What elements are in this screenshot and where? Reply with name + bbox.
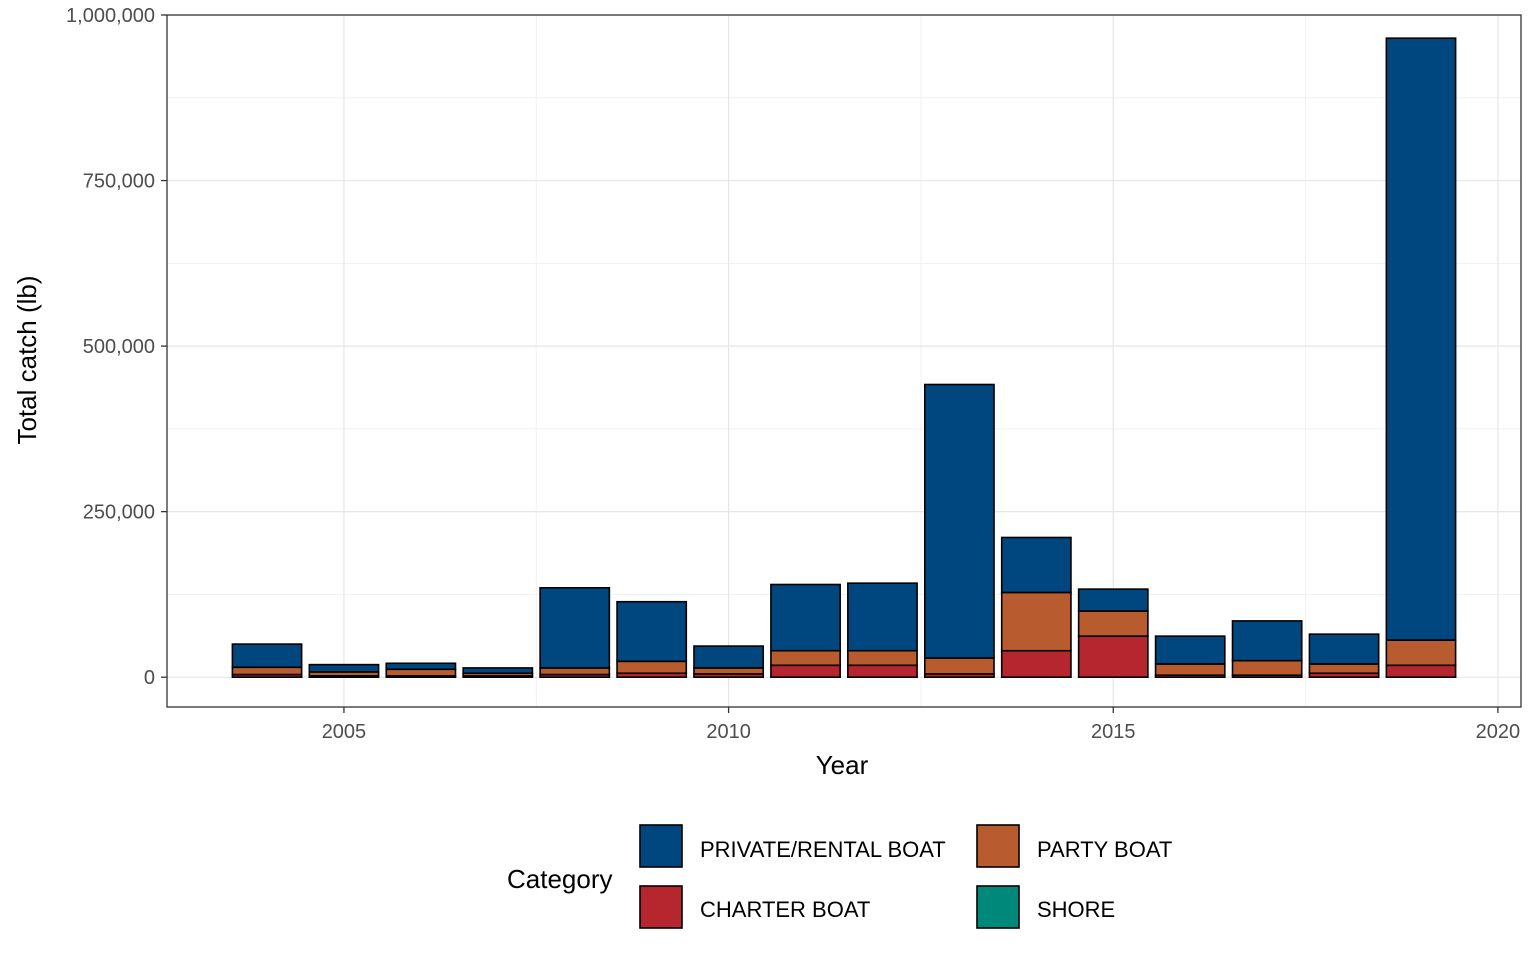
bar-segment <box>1154 663 1226 677</box>
y-axis-ticks: 0 250,000 500,000 750,000 1,000,000 <box>66 5 167 689</box>
bar-group-2018 <box>1308 633 1380 679</box>
bar-group-2014 <box>1000 536 1072 679</box>
bar-segment <box>308 663 380 673</box>
legend-label: CHARTER BOAT <box>700 897 870 922</box>
bars <box>231 37 1457 679</box>
legend: Category PRIVATE/RENTAL BOAT PARTY BOAT CH… <box>507 824 1172 929</box>
bar-group-2011 <box>770 583 841 679</box>
legend-label: PRIVATE/RENTAL BOAT <box>700 837 946 862</box>
bar-segment <box>231 643 303 669</box>
bar-segment <box>693 667 765 675</box>
bar-group-2009 <box>616 600 688 679</box>
y-tick-label: 1,000,000 <box>66 5 155 27</box>
bar-segment <box>616 660 688 675</box>
x-tick-label: 2010 <box>706 721 751 743</box>
bar-segment <box>462 667 534 675</box>
x-tick-label: 2020 <box>1476 721 1521 743</box>
bar-segment <box>1000 649 1072 679</box>
legend-key <box>976 824 1020 868</box>
bar-segment <box>539 667 611 676</box>
bar-segment <box>1077 610 1149 637</box>
bar-group-2017 <box>1231 620 1303 679</box>
legend-key <box>639 824 683 868</box>
bar-group-2010 <box>693 645 765 679</box>
bar-segment <box>1385 37 1457 641</box>
bar-group-2006 <box>385 662 457 679</box>
x-axis-title: Year <box>816 750 869 780</box>
bar-segment <box>770 583 841 652</box>
bar-segment <box>616 600 688 663</box>
bar-segment <box>1077 635 1149 679</box>
bar-segment <box>923 657 995 675</box>
y-tick-label: 250,000 <box>83 502 155 524</box>
bar-segment <box>1154 635 1226 665</box>
bar-segment <box>1000 536 1072 594</box>
x-axis-ticks: 2005 2010 2015 2020 <box>322 707 1520 743</box>
bar-group-2008 <box>539 587 611 679</box>
bar-segment <box>231 666 303 676</box>
bar-group-2013 <box>923 383 995 679</box>
bar-segment <box>770 649 841 667</box>
bar-segment <box>693 645 765 669</box>
legend-title: Category <box>507 864 613 894</box>
bar-segment <box>847 649 918 667</box>
bar-group-2012 <box>847 582 918 679</box>
y-tick-label: 750,000 <box>83 171 155 193</box>
y-tick-label: 0 <box>144 667 155 689</box>
bar-segment <box>1231 659 1303 677</box>
bar-group-2005 <box>308 663 380 679</box>
bar-group-2015 <box>1077 588 1149 679</box>
legend-label: SHORE <box>1037 897 1115 922</box>
y-axis-title: Total catch (lb) <box>12 275 42 444</box>
bar-segment <box>1385 639 1457 667</box>
bar-group-2004 <box>231 643 303 679</box>
x-tick-label: 2005 <box>322 721 367 743</box>
bar-segment <box>847 582 918 652</box>
bar-segment <box>923 383 995 659</box>
bar-segment <box>1077 588 1149 612</box>
bar-segment <box>1385 664 1457 679</box>
bar-segment <box>1308 663 1380 675</box>
legend-key <box>976 885 1020 929</box>
bar-segment <box>539 587 611 669</box>
grid-major-lines <box>167 14 1521 707</box>
bar-segment <box>385 668 457 677</box>
bar-group-2019 <box>1385 37 1457 679</box>
legend-key <box>639 885 683 929</box>
legend-label: PARTY BOAT <box>1037 837 1172 862</box>
bar-group-2007 <box>462 667 534 679</box>
x-tick-label: 2015 <box>1091 721 1136 743</box>
bar-segment <box>847 664 918 679</box>
bar-segment <box>1000 591 1072 652</box>
grid-minor-lines <box>167 15 1521 707</box>
bar-group-2016 <box>1154 635 1226 679</box>
bar-segment <box>385 662 457 671</box>
bar-segment <box>770 664 841 679</box>
y-tick-label: 500,000 <box>83 336 155 358</box>
plot-panel-border <box>166 14 1522 708</box>
bar-segment <box>1308 633 1380 665</box>
bar-segment <box>1231 620 1303 662</box>
